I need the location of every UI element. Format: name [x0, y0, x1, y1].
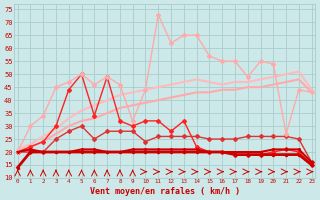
X-axis label: Vent moyen/en rafales ( km/h ): Vent moyen/en rafales ( km/h )	[90, 187, 240, 196]
